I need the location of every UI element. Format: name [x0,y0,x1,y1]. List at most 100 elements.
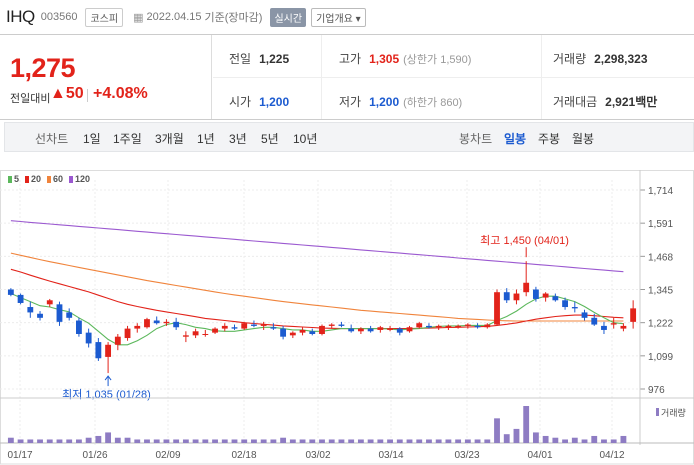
volume-bar [523,406,530,443]
ma20-line [10,268,624,330]
x-tick-label: 03/14 [378,450,403,461]
volume-bar [192,439,199,443]
market-badge: 코스피 [85,7,124,27]
y-tick-label: 976 [648,385,665,396]
candle [319,325,325,334]
volume-bar [474,439,481,443]
low-price: 저가 1,200 (하한가 860) [339,95,463,109]
candle [280,328,287,337]
volume-bar [610,439,617,443]
candle [445,325,452,328]
volume-bar [27,439,34,443]
volume-bar [241,439,248,443]
candle [221,325,228,329]
up-arrow-icon: ▲ [50,85,66,102]
candle [620,325,627,329]
volume-bar [357,439,364,443]
candle-weekly[interactable]: 주봉 [538,132,561,146]
realtime-button[interactable]: 실시간 [270,7,307,27]
volume-bar [464,439,471,443]
candle [192,331,199,336]
period-1w[interactable]: 1주일 [113,132,142,146]
volume-bar [367,439,374,443]
volume-bar [406,439,413,443]
volume-bar [56,439,63,443]
volume-bar [416,439,423,443]
change-label: 전일대비 [10,93,51,105]
candle [562,300,568,308]
candle [455,325,462,328]
candle [134,325,141,329]
candle [105,344,112,357]
volume-bar [17,439,24,443]
volume-bar [163,439,170,443]
period-1y[interactable]: 1년 [197,132,215,146]
candle [182,335,189,337]
candle [426,325,432,328]
x-tick-label: 04/12 [599,450,624,461]
prev-close: 전일 1,225 [229,52,290,66]
volume-bar [76,439,82,443]
candle [367,328,374,332]
candle [377,327,384,330]
change-percent: +4.08% [93,85,148,102]
x-tick-label: 01/17 [7,450,32,461]
legend-ma20: 20 [25,174,41,184]
candle [173,321,180,328]
candle [270,327,277,329]
volume-bar [348,439,355,443]
volume-bar [173,439,180,443]
volume-bar [532,432,539,443]
volume-bar [182,439,189,443]
candle [46,300,53,305]
candle [513,293,520,301]
company-info-dropdown[interactable]: 기업개요 ▾ [311,7,366,27]
ma60-line [10,252,624,322]
candle [532,289,539,299]
price-summary: 1,275 전일대비 ▲50 +4.08% [0,35,212,119]
candle [581,312,588,318]
volume-bar [328,439,335,443]
volume-bar [105,432,112,443]
volume-bar [46,439,53,443]
price-chart[interactable]: 1,714 1,591 1,468 1,345 1,222 1,099 976 최고 1,45… [0,170,694,465]
volume-bar [289,439,296,443]
volume-bar [212,439,218,443]
candle [338,324,345,326]
period-3m[interactable]: 3개월 [155,132,184,146]
candle [56,304,63,322]
period-1d[interactable]: 1일 [83,132,101,146]
volume-bar [114,437,121,443]
volume-bar [280,437,287,443]
volume-bar [260,439,267,443]
volume-bar [396,439,403,443]
candle [552,296,559,301]
candle [435,325,442,328]
period-10y[interactable]: 10년 [293,132,318,146]
legend-ma120: 120 [69,174,90,184]
candle [601,325,607,330]
period-3y[interactable]: 3년 [229,132,247,146]
candle [464,324,471,326]
volume-bar [85,437,92,443]
volume-bar [37,439,43,443]
calendar-icon: ▦ [133,11,144,24]
candle [260,324,267,326]
volume-legend-swatch [656,408,659,416]
candle-daily[interactable]: 일봉 [504,132,527,146]
volume-bar [309,439,316,443]
volume-bar [455,439,462,443]
candle [299,329,306,333]
volume-bar [95,435,102,443]
candle [231,327,238,329]
period-5y[interactable]: 5년 [261,132,279,146]
stock-name: IHQ [6,7,35,26]
candle [114,336,121,345]
candle [144,319,150,328]
candle [503,292,510,301]
divider [87,89,88,102]
y-tick-label: 1,714 [648,186,673,197]
current-price: 1,275 [10,53,76,83]
candle-monthly[interactable]: 월봉 [572,132,595,146]
ma120-line [10,220,624,273]
